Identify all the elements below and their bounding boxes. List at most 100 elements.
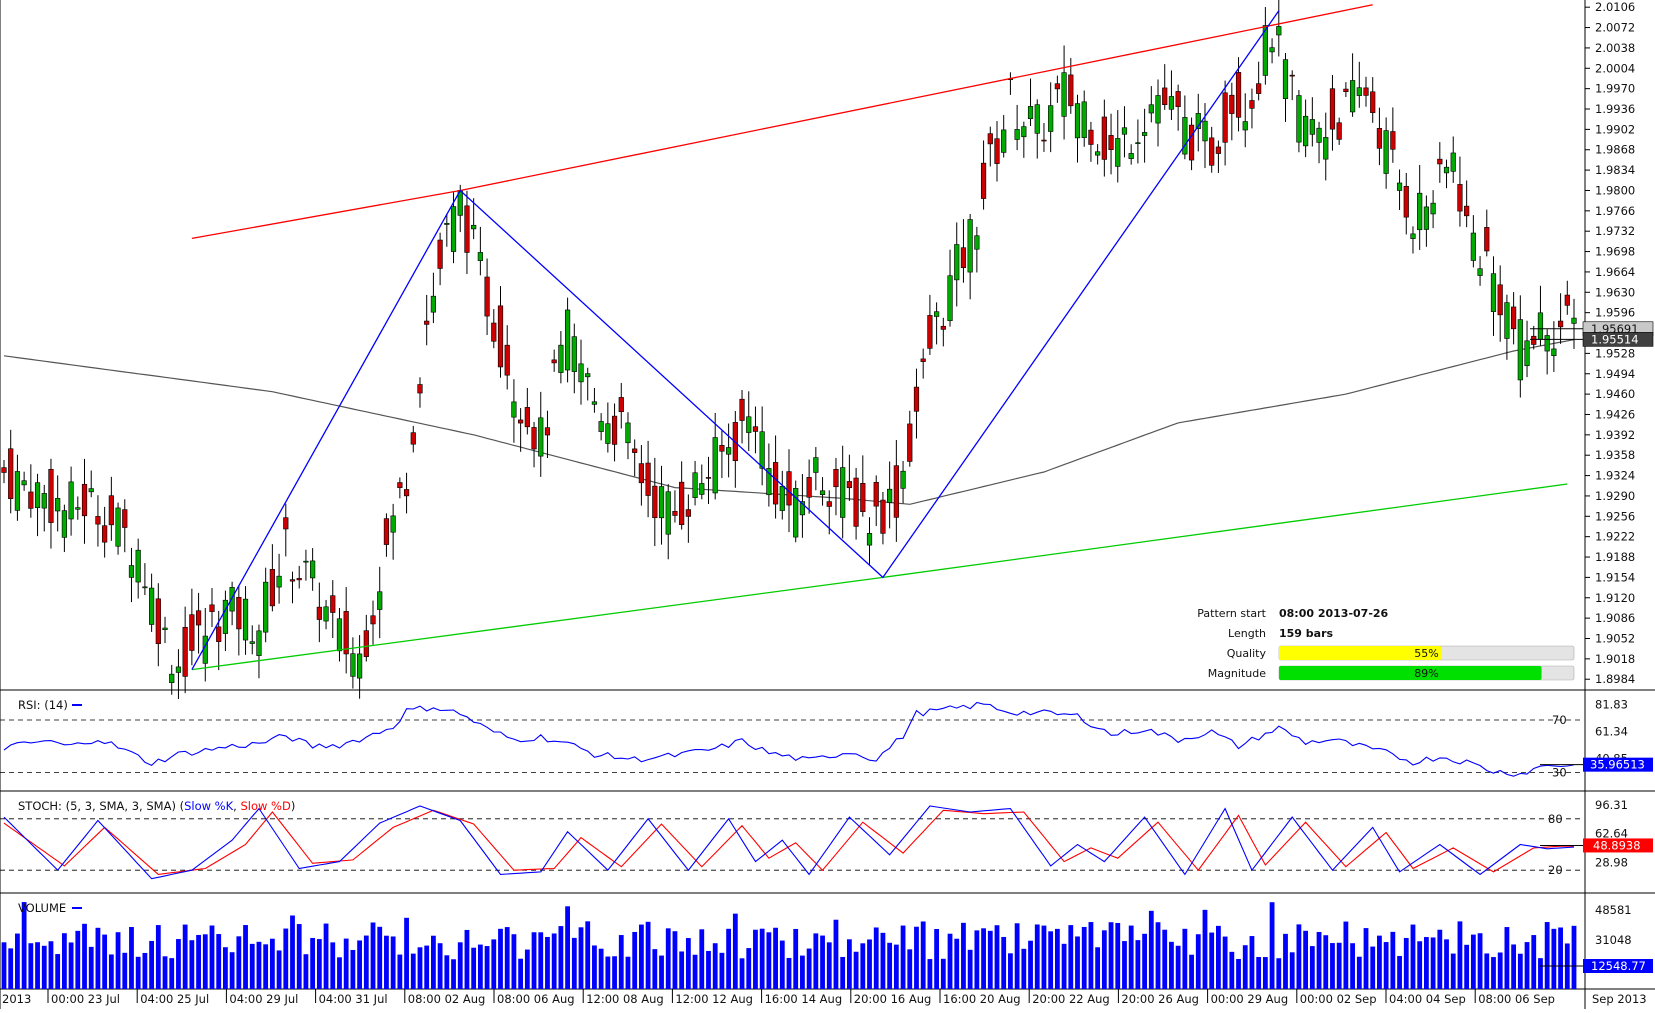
volume-bar [404,917,409,989]
date-label: 00:00 23 Jul [51,992,120,1006]
candle-body [618,397,624,413]
pattern-info-value: 159 bars [1279,627,1334,640]
volume-bar [1363,928,1369,989]
volume-bar [1108,922,1114,989]
volume-axis-label: 31048 [1595,933,1632,947]
candle-body [511,401,517,418]
stoch-axis-label: 62.64 [1595,827,1628,841]
volume-bar [618,935,624,989]
volume-bar [55,954,61,989]
price-tick-label: 1.9494 [1595,367,1635,381]
candle-body [1081,101,1087,138]
volume-bar [1034,924,1040,989]
volume-bar [1517,953,1523,989]
price-tag-box [1582,332,1654,347]
volume-bar [1088,922,1094,989]
volume-bar [605,956,611,989]
candle-body [739,398,745,421]
candle-body [752,426,759,432]
volume-bar [384,935,389,989]
volume-bar [1148,910,1154,989]
candle-body [719,445,725,452]
candle-body [1162,87,1168,106]
volume-bar [1229,951,1235,989]
pattern-info-value: 08:00 2013-07-26 [1279,607,1389,620]
candle-body [1282,59,1289,99]
price-tick-label: 1.9970 [1595,82,1635,96]
volume-bar [954,938,960,989]
volume-bar [1470,934,1476,989]
meter-value: 55% [1414,647,1438,660]
volume-bar [739,958,745,989]
volume-bar [672,931,678,989]
volume-bar [1061,943,1067,989]
volume-bar [1491,957,1496,989]
volume-bar [665,928,671,989]
candle-body [1155,95,1161,124]
candle-body [34,482,41,508]
volume-bar [323,923,329,989]
price-tick-label: 1.9936 [1595,102,1635,116]
volume-bar [1524,942,1530,989]
volume-bar [1209,932,1215,989]
volume-bar [1142,933,1147,989]
volume-bar [88,946,94,989]
candle-body [28,491,34,509]
candle-body [450,206,457,252]
volume-bar [994,925,1000,989]
candle-body [41,493,47,509]
candle-body [397,482,403,488]
candle-body [323,606,329,622]
price-tick-label: 2.0072 [1595,21,1635,35]
candle-body [1249,100,1255,109]
candle-body [1544,335,1550,352]
candle-body [1497,284,1503,316]
volume-bar [370,922,376,989]
volume-bar [1544,922,1550,989]
candle-body [746,416,752,433]
meter-label: Quality [1227,647,1267,660]
candle-body [383,518,390,545]
candle-body [1477,268,1483,276]
stoch-d-line [3,809,1574,875]
meter-value: 89% [1414,667,1438,680]
volume-bar [558,926,564,989]
volume-bar [893,944,899,989]
volume-bar [853,951,859,989]
candle-body [1564,294,1570,306]
candle-body [236,596,242,630]
volume-bar [531,932,537,989]
price-tick-label: 1.9188 [1595,550,1635,564]
candle-body [1175,91,1181,107]
volume-bar [82,923,87,989]
price-tick-label: 1.8984 [1595,672,1635,686]
candle-body [410,432,416,445]
volume-bar [1175,945,1181,989]
candle-body [712,437,718,494]
volume-bar [249,943,255,989]
candle-body [967,219,973,273]
volume-bar [162,956,168,989]
volume-bar [108,954,114,989]
candle-body [1141,132,1148,136]
candle-body [370,615,376,625]
candle-body [947,275,953,322]
candle-body [1484,227,1490,252]
candle-body [1417,192,1423,231]
volume-bar [444,955,450,989]
volume-bar [840,956,846,989]
candle-body [692,472,698,498]
stoch-title: STOCH: (5, 3, SMA, 3, SMA) (Slow %K, Slo… [18,799,295,813]
candle-body [826,501,832,507]
volume-bar [1397,955,1402,989]
candle-body [1517,319,1523,381]
candle-body [296,578,302,581]
volume-bar [1075,936,1080,989]
volume-bar [1068,925,1074,989]
volume-bar [1249,936,1255,989]
candle-body [1215,146,1222,154]
volume-bar [1256,957,1262,989]
volume-bar [1303,930,1309,989]
candle-body [216,626,222,642]
